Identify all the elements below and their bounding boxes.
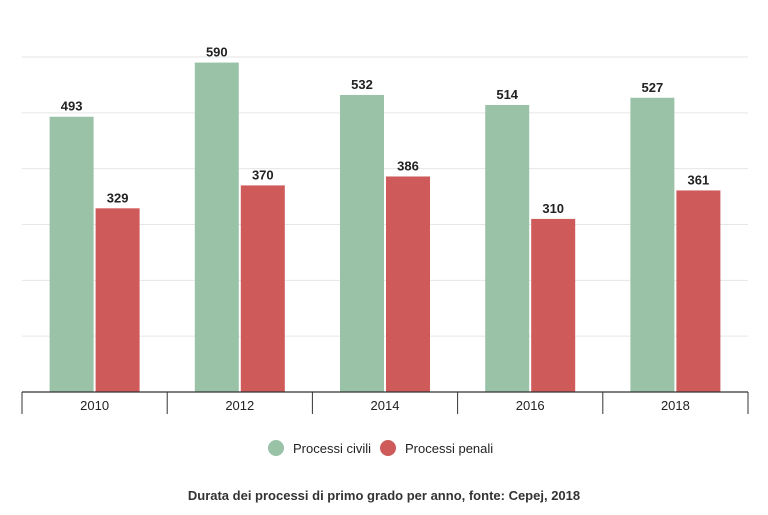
bar-civili-2010 [49,116,94,392]
data-label-penali-2010: 329 [107,190,129,205]
x-tick-label-2010: 2010 [80,398,109,413]
data-label-penali-2018: 361 [688,172,710,187]
legend-label-penali: Processi penali [405,441,493,456]
bar-penali-2014 [386,176,430,392]
bar-penali-2018 [676,190,721,392]
bar-civili-2014 [340,94,384,392]
x-tick-label-2012: 2012 [225,398,254,413]
bars [49,62,721,393]
x-tick-label-2018: 2018 [661,398,690,413]
x-tick-label-2016: 2016 [516,398,545,413]
bar-civili-2016 [485,105,530,393]
legend: Processi civili Processi penali [268,440,493,456]
data-labels: 493 329 590 370 532 386 514 310 527 361 [61,45,710,216]
data-label-civili-2018: 527 [642,80,664,95]
data-label-penali-2016: 310 [542,201,564,216]
data-label-civili-2012: 590 [206,45,228,60]
x-tick-label-2014: 2014 [371,398,400,413]
bar-penali-2012 [240,185,285,392]
bar-civili-2012 [194,62,239,392]
data-label-penali-2012: 370 [252,167,274,182]
bar-civili-2018 [630,97,675,392]
data-label-civili-2016: 514 [496,87,518,102]
chart-caption: Durata dei processi di primo grado per a… [188,488,580,503]
gridlines [22,56,748,337]
data-label-civili-2014: 532 [351,77,373,92]
data-label-penali-2014: 386 [397,158,419,173]
x-axis: 2010 2012 2014 2016 2018 [21,391,749,414]
legend-swatch-civili [268,440,284,456]
data-label-civili-2010: 493 [61,99,83,114]
legend-swatch-penali [380,440,396,456]
bar-penali-2010 [95,208,140,392]
bar-penali-2016 [531,218,576,392]
legend-label-civili: Processi civili [293,441,371,456]
